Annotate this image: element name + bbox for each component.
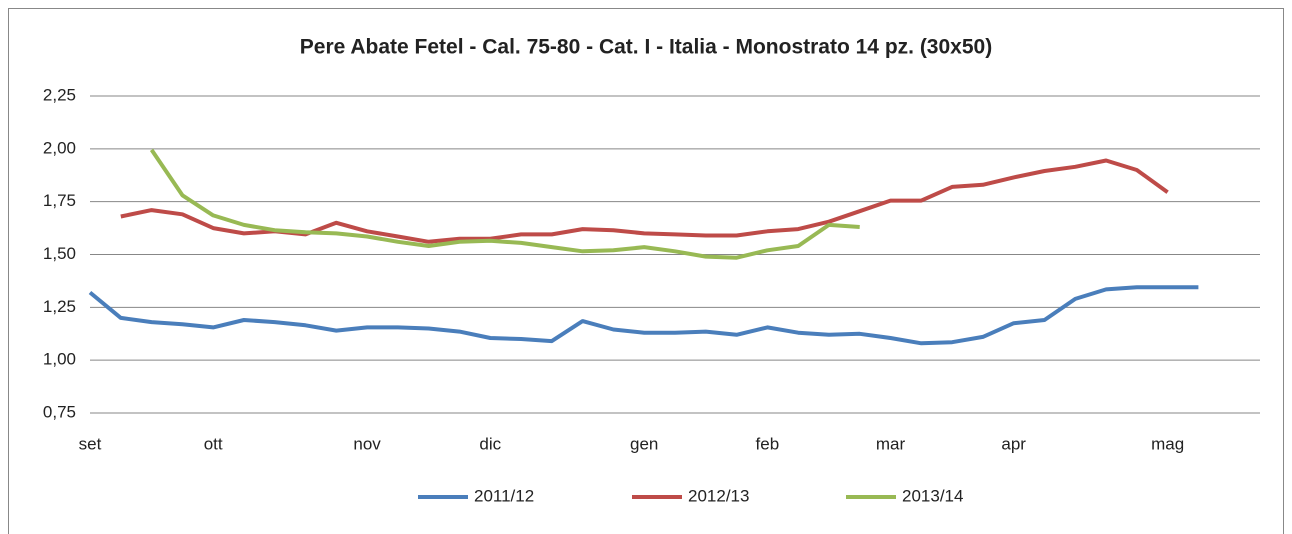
y-tick-label: 1,00 xyxy=(43,350,76,369)
line-series xyxy=(149,148,860,260)
chart-border xyxy=(8,8,1284,534)
legend-label: 2012/13 xyxy=(688,486,749,505)
y-tick-label: 1,25 xyxy=(43,297,76,316)
x-tick-label: nov xyxy=(353,434,381,453)
y-tick-label: 2,25 xyxy=(43,85,76,104)
y-tick-label: 2,00 xyxy=(43,138,76,157)
x-tick-label: gen xyxy=(630,434,658,453)
x-tick-label: ott xyxy=(204,434,223,453)
legend-label: 2011/12 xyxy=(474,486,534,505)
x-tick-label: apr xyxy=(1001,434,1026,453)
chart-title: Pere Abate Fetel - Cal. 75-80 - Cat. I -… xyxy=(300,36,992,59)
y-tick-label: 1,50 xyxy=(43,244,76,263)
legend-label: 2013/14 xyxy=(902,486,963,505)
x-tick-label: feb xyxy=(756,434,780,453)
x-tick-label: dic xyxy=(479,434,501,453)
x-tick-label: mag xyxy=(1151,434,1184,453)
line-series xyxy=(88,285,1199,346)
y-tick-label: 1,75 xyxy=(43,191,76,210)
x-tick-label: mar xyxy=(876,434,906,453)
x-tick-label: set xyxy=(79,434,102,453)
y-tick-label: 0,75 xyxy=(43,402,76,421)
